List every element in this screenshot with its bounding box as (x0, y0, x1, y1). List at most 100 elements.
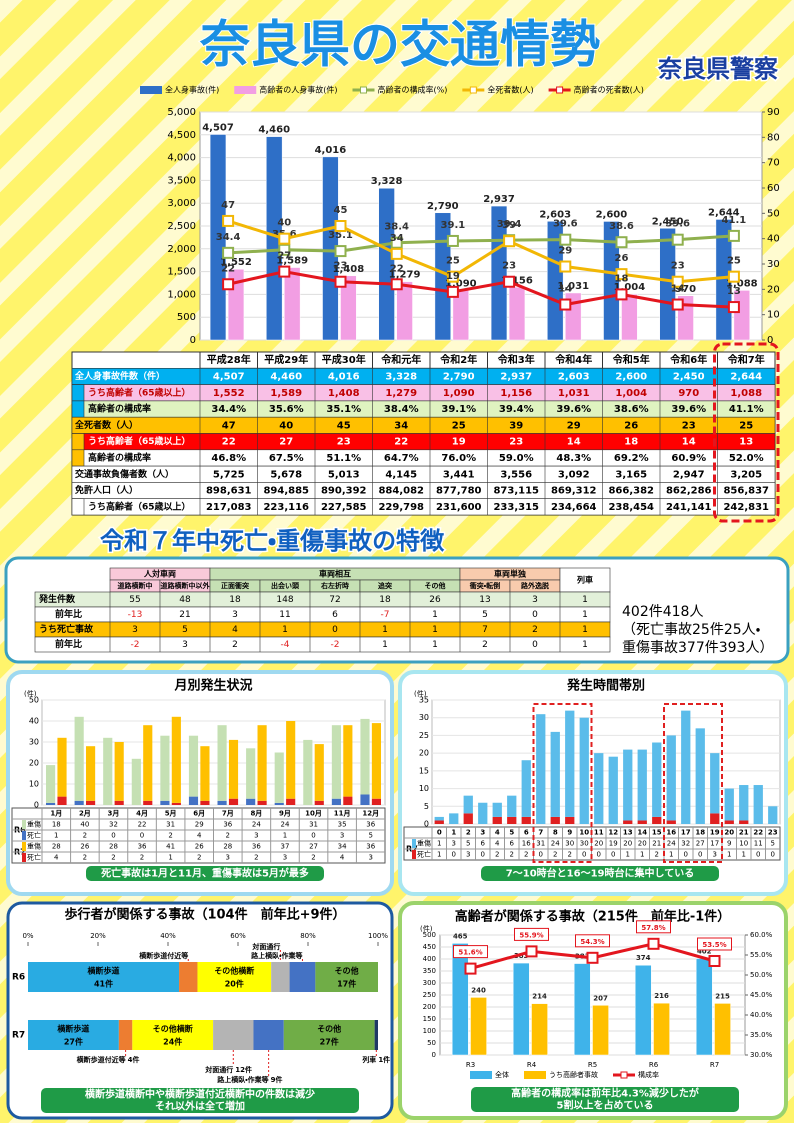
table-cell: 59.0% (499, 453, 534, 464)
bar (340, 275, 357, 341)
table-cell: 148 (276, 595, 293, 605)
data-label: 38.4 (384, 222, 409, 233)
table-cell: 877,780 (436, 486, 482, 497)
table-cell: 1 (640, 851, 644, 859)
bar (652, 742, 662, 817)
y-tick-label: 1,500 (167, 267, 196, 278)
bar (209, 134, 227, 341)
data-label: 14 (558, 284, 572, 295)
table-cell: 2 (553, 851, 557, 859)
bar (246, 748, 256, 799)
y-tick-label: 250 (423, 991, 436, 999)
x-tick-label: R7 (710, 1061, 719, 1069)
table-cell: 26 (80, 843, 89, 851)
data-label: 3,328 (371, 176, 403, 187)
marker (586, 951, 599, 964)
note-text: 横断歩道横断中や横断歩道付近横断中の件数は減少 (85, 1088, 315, 1101)
table-cell: 19 (609, 840, 618, 848)
label-box (514, 927, 549, 941)
row-bg (34, 636, 611, 653)
segment-label: その他横断 (214, 966, 254, 976)
line (228, 234, 735, 255)
callout-label: 横断歩道付近等 (77, 1055, 126, 1064)
y-tick-label: 100 (423, 1027, 436, 1035)
column-label: 路外逸脱 (521, 581, 549, 590)
table-cell: 2 (197, 854, 201, 862)
table-header: 5 (509, 829, 514, 837)
table-cell: 5 (482, 610, 488, 620)
marker (446, 285, 459, 298)
marker (446, 270, 459, 283)
row-label: うち高齢者（65歳以上） (88, 435, 191, 447)
y-tick-label: 300 (423, 979, 436, 987)
bar (160, 800, 170, 805)
table-cell: 1 (283, 832, 287, 840)
bar (507, 816, 517, 824)
table-cell: 2 (232, 640, 238, 650)
y-tick-label: 20 (419, 749, 429, 758)
data-label: 39.1 (441, 220, 466, 231)
table-header: 平成30年 (322, 353, 366, 366)
table-cell: 2 (655, 851, 659, 859)
bar (733, 290, 750, 341)
label-box (697, 937, 732, 951)
y-tick-label: 4,500 (167, 130, 196, 141)
table-header: 13 (623, 829, 633, 837)
bar (449, 813, 459, 824)
bar-segment (315, 962, 378, 992)
callout-value: 9件 (271, 1075, 283, 1084)
table-header: 令和5年 (612, 353, 650, 366)
bar (710, 813, 720, 824)
table-header: 12月 (362, 810, 379, 818)
table-cell: 0 (756, 851, 760, 859)
segment-label: その他 (317, 1024, 341, 1034)
table-cell: 238,454 (608, 502, 654, 513)
table-cell: 1 (432, 625, 438, 635)
table-header: 22 (753, 829, 763, 837)
bar (57, 737, 67, 797)
y-tick-label: 25 (419, 731, 429, 740)
table-cell: 51.1% (326, 453, 361, 464)
data-label: 57.8% (641, 924, 665, 932)
table-cell: 3 (452, 840, 456, 848)
bar (565, 710, 575, 817)
table-cell: -13 (128, 610, 143, 620)
marker (647, 937, 660, 950)
table-cell: 1 (669, 851, 673, 859)
table-cell: 241,141 (666, 502, 712, 513)
page-title: 奈良県の交通情勢 (199, 16, 600, 74)
marker (278, 265, 291, 278)
data-label: 23 (334, 261, 348, 272)
callout-label: 列車 (361, 1055, 376, 1064)
table-cell: 0 (539, 851, 543, 859)
data-label: 4,460 (258, 125, 290, 136)
table-header: 令和6年 (669, 353, 707, 366)
table-cell: 28 (52, 843, 61, 851)
bar (565, 816, 575, 824)
table-cell: 242,831 (723, 502, 769, 513)
label-box (636, 920, 671, 934)
table-cell: 873,115 (493, 486, 539, 497)
table-cell: 69.2% (614, 453, 649, 464)
table-cell: 1,088 (730, 388, 762, 399)
table-cell: 36 (366, 821, 375, 829)
table-header: 21 (739, 829, 749, 837)
label-box (453, 945, 488, 959)
group-label: 車両相互 (319, 569, 351, 579)
callout-label: 横断歩道付近等 (139, 951, 188, 960)
table-cell: 2 (482, 640, 488, 650)
row-swatch (22, 831, 26, 840)
table-cell: 40 (80, 821, 89, 829)
y2-tick-label: 40 (767, 234, 780, 245)
data-label: 39.4 (497, 219, 522, 230)
table-cell: 866,382 (608, 486, 654, 497)
bar (217, 800, 227, 805)
legend-swatch (140, 86, 162, 94)
row-label: 死亡 (27, 853, 41, 862)
org-name: 奈良県警察 (657, 55, 779, 83)
y2-tick-label: 30 (767, 259, 780, 270)
bar (103, 737, 113, 805)
marker (334, 275, 347, 288)
bar (143, 800, 153, 805)
data-label: 34.4 (216, 232, 241, 243)
